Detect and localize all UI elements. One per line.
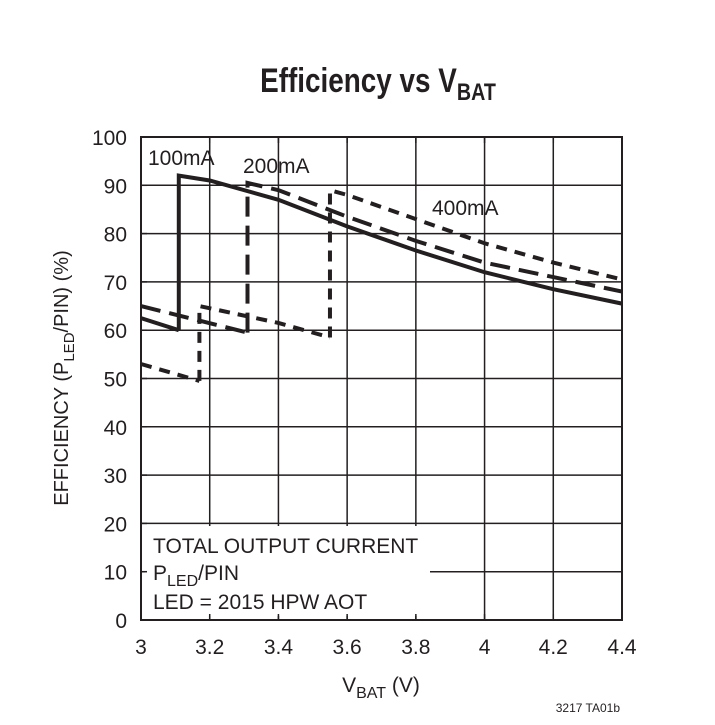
y-tick-label: 100 — [92, 127, 127, 150]
series-200mA-line — [245, 180, 623, 333]
y-tick-label: 40 — [104, 417, 127, 440]
y-tick-label: 10 — [104, 562, 127, 585]
series-200mA-line — [140, 304, 248, 335]
grid — [140, 136, 623, 621]
series-label-200ma: 200mA — [243, 155, 310, 178]
x-tick-label: 4.4 — [607, 636, 637, 659]
footnote: 3217 TA01b — [556, 701, 621, 715]
series-100mA-line — [140, 316, 180, 333]
x-axis-label: VBAT (V) — [342, 674, 420, 702]
annotation-line-3: LED = 2015 HPW AOT — [153, 591, 367, 614]
x-tick-label: 3.4 — [264, 636, 294, 659]
x-tick-label: 3.8 — [401, 636, 430, 659]
tick-labels: 3 3.2 3.4 3.6 3.8 4 4.2 4.4 0 10 20 30 40 50 60 70 80 90 1… — [92, 127, 637, 659]
y-tick-label: 0 — [115, 610, 127, 633]
annotation-line-1: TOTAL OUTPUT CURRENT — [153, 535, 418, 558]
series-400mA-line — [197, 303, 331, 381]
annotation-box — [145, 526, 430, 616]
y-tick-label: 30 — [104, 465, 127, 488]
x-tick-label: 3.2 — [195, 636, 224, 659]
series-label-100ma: 100mA — [148, 147, 215, 170]
x-tick-label: 3 — [135, 636, 147, 659]
curves — [140, 173, 623, 383]
y-tick-label: 60 — [104, 320, 127, 343]
y-axis-label: EFFICIENCY (PLED/PIN) (%) — [51, 250, 78, 506]
x-tick-label: 3.6 — [333, 636, 362, 659]
chart-title: Efficiency vs VBAT — [260, 61, 496, 105]
y-tick-label: 80 — [104, 224, 127, 247]
series-400mA-line — [140, 362, 200, 383]
series-label-400ma: 400mA — [432, 197, 499, 220]
annotation-line-2: PLED/PIN — [153, 562, 239, 590]
y-tick-label: 50 — [104, 369, 127, 392]
x-tick-label: 4 — [479, 636, 491, 659]
x-tick-label: 4.2 — [539, 636, 568, 659]
plot-frame — [140, 136, 623, 621]
series-100mA-line — [176, 173, 623, 331]
y-tick-label: 70 — [104, 272, 127, 295]
y-tick-label: 20 — [104, 513, 127, 536]
y-tick-label: 90 — [104, 175, 127, 198]
series-400mA-line — [327, 187, 623, 338]
